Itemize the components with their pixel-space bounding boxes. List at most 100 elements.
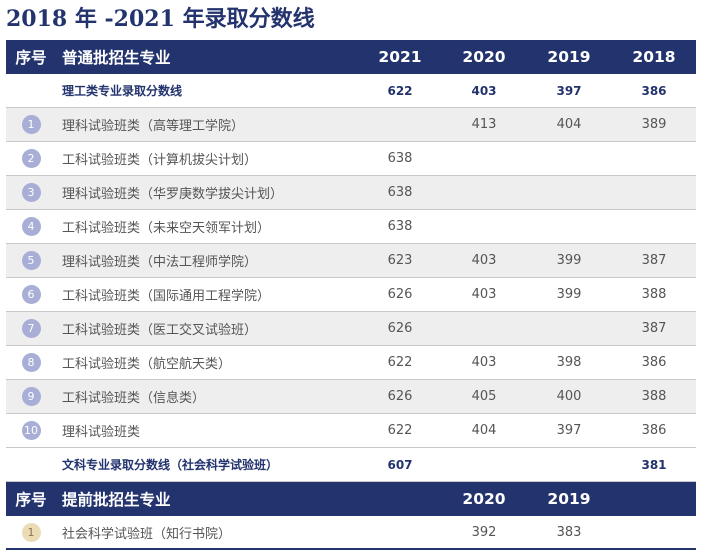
row-number-badge: 2	[21, 149, 41, 168]
score: 399	[556, 287, 582, 302]
score: 386	[641, 355, 667, 370]
score	[614, 142, 694, 175]
row-number: 1	[6, 108, 56, 141]
header-year: 2019	[547, 48, 591, 66]
score: 622	[387, 355, 413, 370]
row-number-badge: 9	[21, 387, 41, 406]
header-no: 序号	[15, 491, 47, 509]
table-row: 1 理科试验班类（高等理工学院） 413 404 389	[6, 108, 696, 142]
score: 638	[387, 185, 413, 200]
table-row: 4 工科试验班类（未来空天领军计划） 638	[6, 210, 696, 244]
header-major: 提前批招生专业	[62, 491, 171, 509]
summary-score: 397	[556, 83, 582, 98]
row-number: 7	[6, 312, 56, 345]
row-number: 2	[6, 142, 56, 175]
summary-label: 理工类专业录取分数线	[62, 84, 183, 98]
score	[444, 142, 524, 175]
summary-score	[444, 448, 524, 481]
major-name: 工科试验班类（航空航天类）	[62, 357, 232, 372]
row-number: 8	[6, 346, 56, 379]
score: 404	[556, 117, 582, 132]
score	[444, 312, 524, 345]
summary-score: 381	[641, 457, 667, 472]
header-year: 2020	[462, 48, 506, 66]
row-number-badge: 1	[21, 115, 41, 134]
score: 397	[556, 423, 582, 438]
table-row: 1 社会科学试验班（知行书院） 392 383	[6, 516, 696, 550]
row-number-badge: 10	[21, 421, 41, 440]
row-number-badge: 6	[21, 285, 41, 304]
summary-label: 文科专业录取分数线（社会科学试验班）	[62, 458, 279, 472]
score: 405	[471, 389, 497, 404]
score: 626	[387, 321, 413, 336]
row-number-badge: 4	[21, 217, 41, 236]
major-name: 理科试验班类（华罗庚数学拔尖计划）	[62, 187, 284, 202]
score: 623	[387, 253, 413, 268]
score: 403	[471, 253, 497, 268]
row-number-badge: 3	[21, 183, 41, 202]
row-number: 1	[6, 516, 56, 548]
score	[529, 142, 609, 175]
liberal-arts-summary-row: 文科专业录取分数线（社会科学试验班） 607 381	[6, 448, 696, 482]
score: 400	[556, 389, 582, 404]
header-year: 2021	[378, 48, 422, 66]
major-name: 理科试验班类	[62, 425, 141, 440]
score	[360, 108, 440, 141]
table-row: 3 理科试验班类（华罗庚数学拔尖计划） 638	[6, 176, 696, 210]
header-year: 2019	[547, 490, 591, 508]
score: 387	[641, 253, 667, 268]
score: 404	[471, 423, 497, 438]
score: 403	[471, 355, 497, 370]
row-number: 5	[6, 244, 56, 277]
score: 387	[641, 321, 667, 336]
major-name: 工科试验班类（医工交叉试验班）	[62, 323, 258, 338]
row-number: 3	[6, 176, 56, 209]
major-name: 工科试验班类（国际通用工程学院）	[62, 289, 271, 304]
table-row: 8 工科试验班类（航空航天类） 622 403 398 386	[6, 346, 696, 380]
page-title: 2018 年 -2021 年录取分数线	[6, 6, 315, 32]
row-number-badge: 1	[21, 522, 41, 542]
table-row: 10 理科试验班类 622 404 397 386	[6, 414, 696, 448]
row-number: 6	[6, 278, 56, 311]
table-row: 6 工科试验班类（国际通用工程学院） 626 403 399 388	[6, 278, 696, 312]
row-number-badge: 8	[21, 353, 41, 372]
header-year: 2018	[632, 48, 676, 66]
table-row: 2 工科试验班类（计算机拔尖计划） 638	[6, 142, 696, 176]
score: 626	[387, 287, 413, 302]
score: 626	[387, 389, 413, 404]
score	[614, 176, 694, 209]
summary-score: 386	[641, 83, 667, 98]
table-row: 5 理科试验班类（中法工程师学院） 623 403 399 387	[6, 244, 696, 278]
score: 403	[471, 287, 497, 302]
major-name: 工科试验班类（信息类）	[62, 391, 206, 406]
row-number: 9	[6, 380, 56, 413]
score	[614, 210, 694, 243]
major-name: 理科试验班类（高等理工学院）	[62, 119, 245, 134]
major-name: 工科试验班类（计算机拔尖计划）	[62, 153, 258, 168]
score	[444, 176, 524, 209]
score: 398	[556, 355, 582, 370]
score: 413	[471, 117, 497, 132]
summary-score: 607	[387, 457, 413, 472]
major-name: 理科试验班类（中法工程师学院）	[62, 255, 258, 270]
score: 388	[641, 389, 667, 404]
score: 638	[387, 219, 413, 234]
score: 388	[641, 287, 667, 302]
table-header-regular: 序号 普通批招生专业 2021 2020 2019 2018	[6, 40, 696, 74]
table-row: 9 工科试验班类（信息类） 626 405 400 388	[6, 380, 696, 414]
score: 389	[641, 117, 667, 132]
score: 622	[387, 423, 413, 438]
header-year: 2020	[462, 490, 506, 508]
score: 399	[556, 253, 582, 268]
score	[529, 210, 609, 243]
score: 638	[387, 151, 413, 166]
score	[529, 312, 609, 345]
score: 383	[556, 524, 582, 540]
summary-score	[529, 448, 609, 481]
row-number: 10	[6, 414, 56, 447]
score: 386	[641, 423, 667, 438]
summary-score: 403	[471, 83, 497, 98]
header-major: 普通批招生专业	[62, 49, 171, 67]
science-summary-row: 理工类专业录取分数线 622 403 397 386	[6, 74, 696, 108]
row-number: 4	[6, 210, 56, 243]
